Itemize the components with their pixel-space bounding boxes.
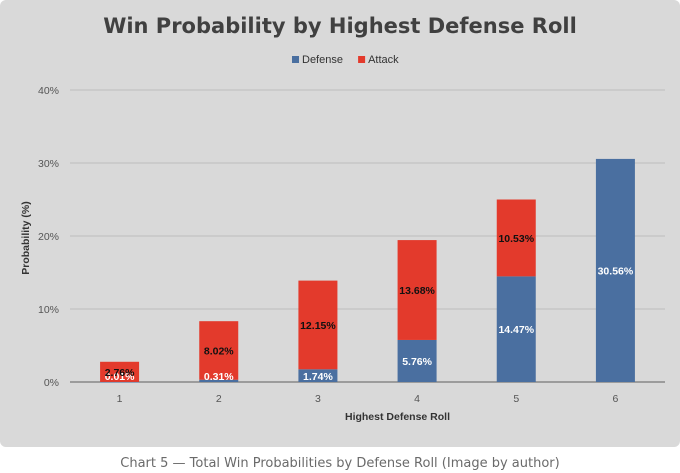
data-label-attack-5: 10.53% bbox=[498, 233, 534, 245]
y-tick-label: 40% bbox=[38, 85, 59, 97]
x-tick-label: 3 bbox=[315, 393, 321, 405]
chart-container: Win Probability by Highest Defense Roll D… bbox=[0, 0, 680, 447]
stacked-bar-chart: Win Probability by Highest Defense Roll D… bbox=[0, 0, 680, 447]
bar-defense-6 bbox=[595, 158, 635, 382]
y-tick-label: 30% bbox=[38, 158, 59, 170]
bar-attack-5 bbox=[496, 199, 536, 277]
y-tick-label: 0% bbox=[44, 377, 59, 389]
data-label-attack-4: 13.68% bbox=[399, 285, 435, 297]
legend-swatch-defense bbox=[292, 56, 299, 63]
data-label-defense-5: 14.47% bbox=[498, 324, 534, 336]
bar-defense-3 bbox=[298, 369, 338, 382]
bar-defense-5 bbox=[496, 276, 536, 382]
x-tick-label: 2 bbox=[216, 393, 222, 405]
data-label-defense-1: 0.01% bbox=[105, 371, 135, 383]
legend-label-defense: Defense bbox=[302, 54, 343, 66]
chart-caption: Chart 5 — Total Win Probabilities by Def… bbox=[120, 456, 560, 471]
bar-attack-4 bbox=[397, 240, 437, 340]
x-tick-label: 4 bbox=[414, 393, 420, 405]
bar-attack-3 bbox=[298, 280, 338, 370]
x-tick-label: 5 bbox=[513, 393, 519, 405]
legend-label-attack: Attack bbox=[368, 54, 399, 66]
bar-attack-1 bbox=[100, 361, 140, 382]
y-tick-label: 10% bbox=[38, 304, 59, 316]
legend-swatch-attack bbox=[358, 56, 366, 63]
y-tick-label: 20% bbox=[38, 231, 59, 243]
bar-defense-4 bbox=[397, 339, 437, 382]
bar-defense-2 bbox=[199, 379, 239, 382]
data-label-defense-6: 30.56% bbox=[598, 265, 634, 277]
data-label-defense-4: 5.76% bbox=[402, 356, 432, 368]
data-label-attack-1: 2.76% bbox=[105, 367, 135, 379]
data-label-defense-2: 0.31% bbox=[204, 371, 234, 383]
x-tick-label: 1 bbox=[117, 393, 123, 405]
bar-attack-2 bbox=[199, 321, 239, 380]
chart-title: Win Probability by Highest Defense Roll bbox=[103, 14, 577, 38]
bar-defense-1 bbox=[100, 381, 140, 383]
x-axis-label: Highest Defense Roll bbox=[345, 411, 450, 423]
x-tick-label: 6 bbox=[612, 393, 618, 405]
data-label-attack-3: 12.15% bbox=[300, 320, 336, 332]
data-label-attack-2: 8.02% bbox=[204, 345, 234, 357]
y-axis-label: Probability (%) bbox=[20, 201, 32, 275]
data-label-defense-3: 1.74% bbox=[303, 371, 333, 383]
